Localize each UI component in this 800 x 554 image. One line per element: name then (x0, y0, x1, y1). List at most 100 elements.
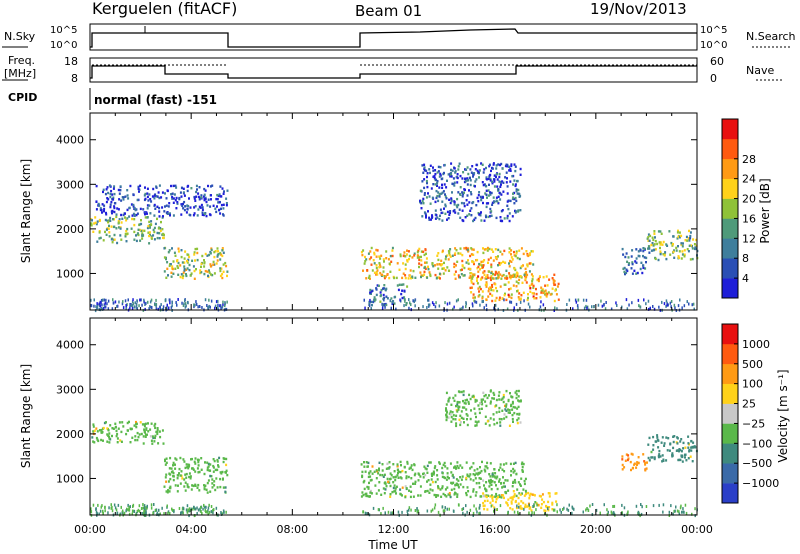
data-cell (650, 249, 653, 252)
data-cell (493, 180, 496, 183)
data-cell (152, 187, 155, 191)
data-cell (166, 267, 169, 270)
data-cell (441, 186, 444, 189)
data-cell (466, 203, 469, 206)
data-cell (365, 492, 368, 495)
data-cell (422, 171, 425, 174)
data-cell (220, 207, 222, 210)
data-cell (184, 489, 187, 492)
data-cell (389, 254, 392, 258)
data-cell (364, 255, 366, 259)
data-cell (511, 413, 514, 417)
data-cell (154, 434, 157, 438)
data-cell (681, 245, 684, 248)
data-cell (222, 192, 225, 195)
data-cell (477, 270, 480, 273)
data-cell (150, 422, 153, 425)
data-cell (635, 257, 638, 260)
ground-cell (621, 511, 623, 515)
data-cell (508, 408, 511, 412)
data-cell (190, 488, 193, 491)
data-cell (400, 283, 403, 286)
data-cell (108, 437, 111, 440)
ground-cell (205, 505, 207, 509)
data-cell (210, 248, 213, 252)
data-cell (176, 490, 179, 493)
ground-cell (383, 303, 385, 306)
data-cell (410, 490, 413, 493)
data-cell (484, 422, 487, 425)
data-cell (393, 490, 396, 493)
data-cell (469, 473, 472, 476)
data-cell (627, 454, 630, 457)
ground-cell (408, 306, 410, 310)
data-cell (150, 220, 153, 223)
data-cell (382, 287, 384, 290)
data-cell (367, 276, 370, 279)
ground-cell (159, 512, 161, 516)
ground-cell (556, 510, 558, 514)
data-cell (532, 263, 535, 266)
data-cell (498, 191, 501, 194)
ground-cell (661, 300, 663, 304)
data-cell (128, 420, 130, 424)
data-cell (375, 293, 378, 297)
data-cell (454, 394, 457, 397)
data-cell (378, 255, 381, 258)
data-cell (473, 262, 475, 266)
data-cell (463, 191, 465, 194)
cpid-label: CPID (8, 91, 37, 104)
data-cell (645, 256, 648, 260)
data-cell (426, 172, 429, 175)
data-cell (487, 202, 490, 205)
data-cell (623, 270, 626, 274)
data-cell (643, 460, 646, 463)
ground-cell (652, 305, 654, 308)
data-cell (683, 249, 686, 252)
data-cell (389, 495, 392, 498)
data-cell (455, 478, 458, 481)
data-cell (474, 400, 477, 403)
data-cell (515, 393, 518, 396)
data-cell (491, 504, 494, 507)
data-cell (383, 276, 386, 280)
data-cell (495, 164, 498, 167)
data-cell (506, 200, 509, 203)
data-cell (525, 492, 527, 496)
data-cell (407, 277, 410, 280)
data-cell (180, 213, 183, 216)
data-cell (490, 265, 493, 269)
ground-cell (164, 298, 167, 302)
data-cell (489, 292, 492, 296)
ground-cell (680, 504, 682, 508)
data-cell (386, 273, 389, 276)
data-cell (644, 469, 647, 472)
data-cell (422, 472, 424, 476)
data-cell (452, 481, 455, 484)
data-cell (185, 211, 188, 214)
data-cell (172, 478, 175, 482)
ground-cell (668, 510, 671, 514)
data-cell (109, 203, 112, 206)
data-cell (429, 488, 432, 491)
data-cell (221, 470, 224, 474)
freq-tick-top: 18 (64, 55, 78, 68)
data-cell (504, 164, 507, 168)
data-cell (513, 469, 516, 472)
ground-cell (455, 299, 458, 303)
data-cell (161, 429, 164, 432)
data-cell (520, 477, 523, 480)
data-cell (428, 461, 431, 464)
data-cell (418, 247, 421, 251)
data-cell (377, 284, 380, 287)
data-cell (106, 427, 109, 430)
data-cell (470, 281, 473, 284)
data-cell (492, 196, 495, 199)
data-cell (391, 490, 394, 494)
data-cell (520, 294, 523, 297)
ground-cell (686, 300, 688, 304)
data-cell (416, 251, 419, 254)
data-cell (515, 274, 518, 277)
data-cell (202, 195, 205, 198)
data-cell (654, 239, 657, 243)
